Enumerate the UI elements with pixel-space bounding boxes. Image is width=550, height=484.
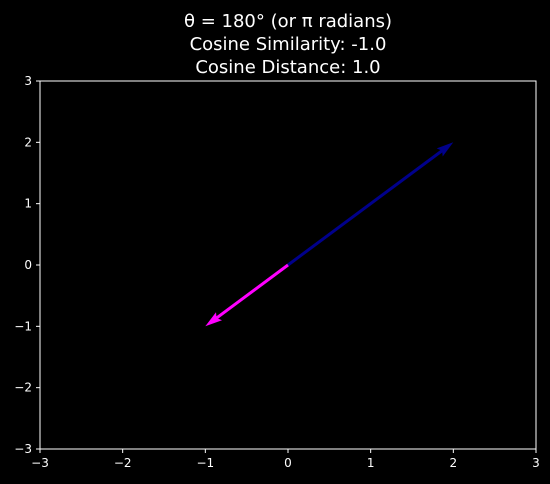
x-axis: −3 −2 −1 0 1 2 3 — [31, 449, 540, 470]
x-tick-label: 3 — [532, 456, 540, 470]
chart-title: θ = 180° (or π radians) Cosine Similarit… — [184, 11, 392, 78]
title-line-3: Cosine Distance: 1.0 — [195, 57, 380, 78]
y-tick-label: −2 — [14, 381, 32, 395]
vector-2-shaft — [214, 263, 289, 321]
vectors — [205, 142, 454, 327]
x-tick-label: −1 — [196, 456, 214, 470]
y-tick-label: 0 — [24, 258, 32, 272]
title-line-2: Cosine Similarity: -1.0 — [190, 34, 387, 55]
vector-1-arrowhead — [436, 142, 454, 157]
y-tick-label: −1 — [14, 319, 32, 333]
x-tick-label: −3 — [31, 456, 49, 470]
y-tick-label: 1 — [24, 197, 32, 211]
vector-1-shaft — [287, 148, 445, 267]
y-axis: −3 −2 −1 0 1 2 3 — [14, 74, 40, 456]
x-tick-label: 1 — [367, 456, 375, 470]
y-tick-label: 3 — [24, 74, 32, 88]
x-tick-label: 2 — [450, 456, 458, 470]
x-tick-label: −2 — [114, 456, 132, 470]
x-tick-label: 0 — [284, 456, 292, 470]
vector-2-arrowhead — [205, 312, 222, 327]
y-tick-label: 2 — [24, 135, 32, 149]
y-tick-label: −3 — [14, 442, 32, 456]
title-line-1: θ = 180° (or π radians) — [184, 11, 392, 32]
